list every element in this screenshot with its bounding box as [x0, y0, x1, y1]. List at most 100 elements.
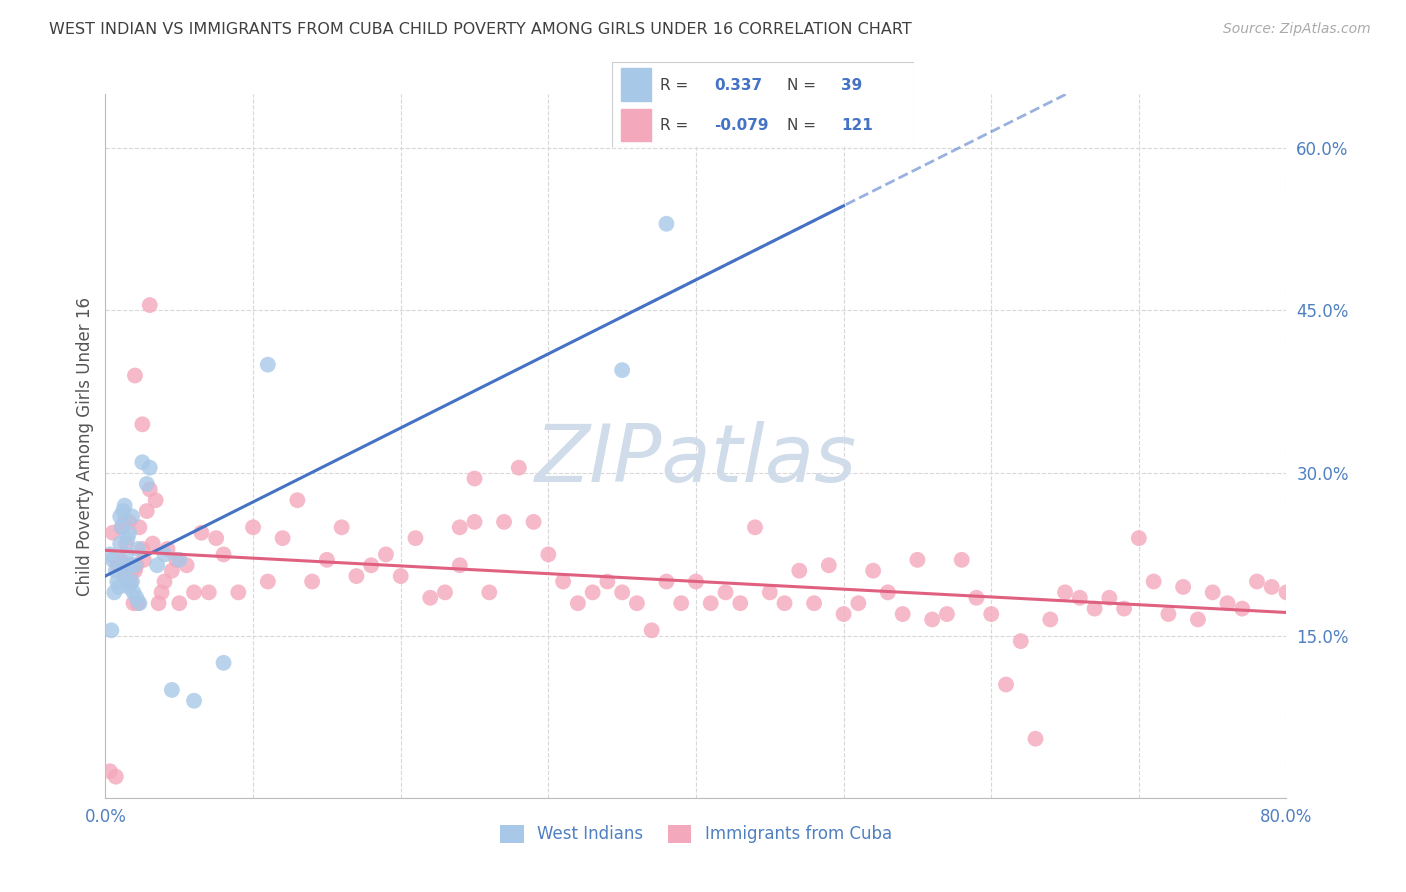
Point [492, 515, 515, 529]
Point [132, 553, 155, 567]
Point [950, 553, 973, 567]
Point [131, 417, 153, 432]
Point [104, 564, 127, 578]
Point [508, 460, 530, 475]
Point [104, 770, 127, 784]
Point [523, 515, 546, 529]
Point [1083, 601, 1105, 615]
Point [121, 558, 143, 573]
Point [98, 548, 121, 562]
FancyBboxPatch shape [612, 62, 914, 147]
Point [124, 368, 146, 383]
Point [567, 596, 589, 610]
Point [212, 656, 235, 670]
Point [117, 574, 139, 589]
Point [135, 477, 157, 491]
Point [112, 558, 135, 573]
Point [125, 558, 148, 573]
Point [862, 564, 884, 578]
Point [374, 548, 398, 562]
Point [301, 574, 323, 589]
Point [169, 596, 191, 610]
Point [419, 591, 441, 605]
Point [127, 596, 149, 610]
Point [150, 585, 173, 599]
Point [449, 558, 471, 573]
Point [153, 548, 176, 562]
Point [110, 509, 132, 524]
Point [127, 541, 149, 556]
Point [936, 607, 959, 621]
Point [98, 764, 121, 779]
Point [1216, 596, 1239, 610]
Point [131, 455, 153, 469]
Point [1275, 585, 1298, 599]
Point [846, 596, 869, 610]
Point [1246, 574, 1268, 589]
Point [190, 525, 212, 540]
Point [405, 531, 427, 545]
Point [346, 569, 368, 583]
Point [124, 558, 146, 573]
Point [891, 607, 914, 621]
Point [118, 580, 141, 594]
Point [907, 553, 929, 567]
Point [1069, 591, 1091, 605]
Point [685, 574, 707, 589]
Point [1232, 601, 1254, 615]
Text: R =: R = [659, 78, 688, 93]
Point [1114, 601, 1136, 615]
Text: N =: N = [787, 118, 815, 133]
Point [125, 591, 148, 605]
Point [128, 520, 150, 534]
Point [257, 358, 280, 372]
Point [142, 536, 165, 550]
Text: 121: 121 [841, 118, 873, 133]
Point [1143, 574, 1166, 589]
Point [103, 585, 125, 599]
Point [120, 558, 142, 573]
Point [111, 520, 134, 534]
Point [257, 574, 280, 589]
Point [122, 596, 145, 610]
Point [105, 558, 128, 573]
Point [995, 677, 1018, 691]
Point [980, 607, 1002, 621]
Text: R =: R = [659, 118, 688, 133]
Point [464, 515, 486, 529]
Text: N =: N = [787, 78, 815, 93]
Point [877, 585, 900, 599]
Point [1039, 612, 1062, 626]
Point [1024, 731, 1046, 746]
Point [464, 471, 486, 485]
Point [641, 624, 664, 638]
Text: -0.079: -0.079 [714, 118, 769, 133]
Point [114, 564, 136, 578]
Point [169, 553, 191, 567]
Point [118, 515, 141, 529]
Text: WEST INDIAN VS IMMIGRANTS FROM CUBA CHILD POVERTY AMONG GIRLS UNDER 16 CORRELATI: WEST INDIAN VS IMMIGRANTS FROM CUBA CHIL… [49, 22, 912, 37]
Point [1010, 634, 1032, 648]
Point [626, 596, 648, 610]
Point [1128, 531, 1150, 545]
Point [107, 558, 129, 573]
Point [1171, 580, 1194, 594]
Point [183, 694, 205, 708]
Point [131, 541, 153, 556]
Point [124, 564, 146, 578]
Point [114, 569, 136, 583]
Point [610, 585, 633, 599]
Point [121, 564, 143, 578]
Point [596, 574, 619, 589]
Point [138, 483, 162, 497]
Point [759, 585, 782, 599]
Point [205, 531, 228, 545]
Bar [620, 109, 651, 141]
Point [744, 520, 766, 534]
Point [165, 553, 187, 567]
Point [138, 460, 162, 475]
Point [107, 580, 129, 594]
Point [1054, 585, 1077, 599]
Point [803, 596, 825, 610]
Point [449, 520, 471, 534]
